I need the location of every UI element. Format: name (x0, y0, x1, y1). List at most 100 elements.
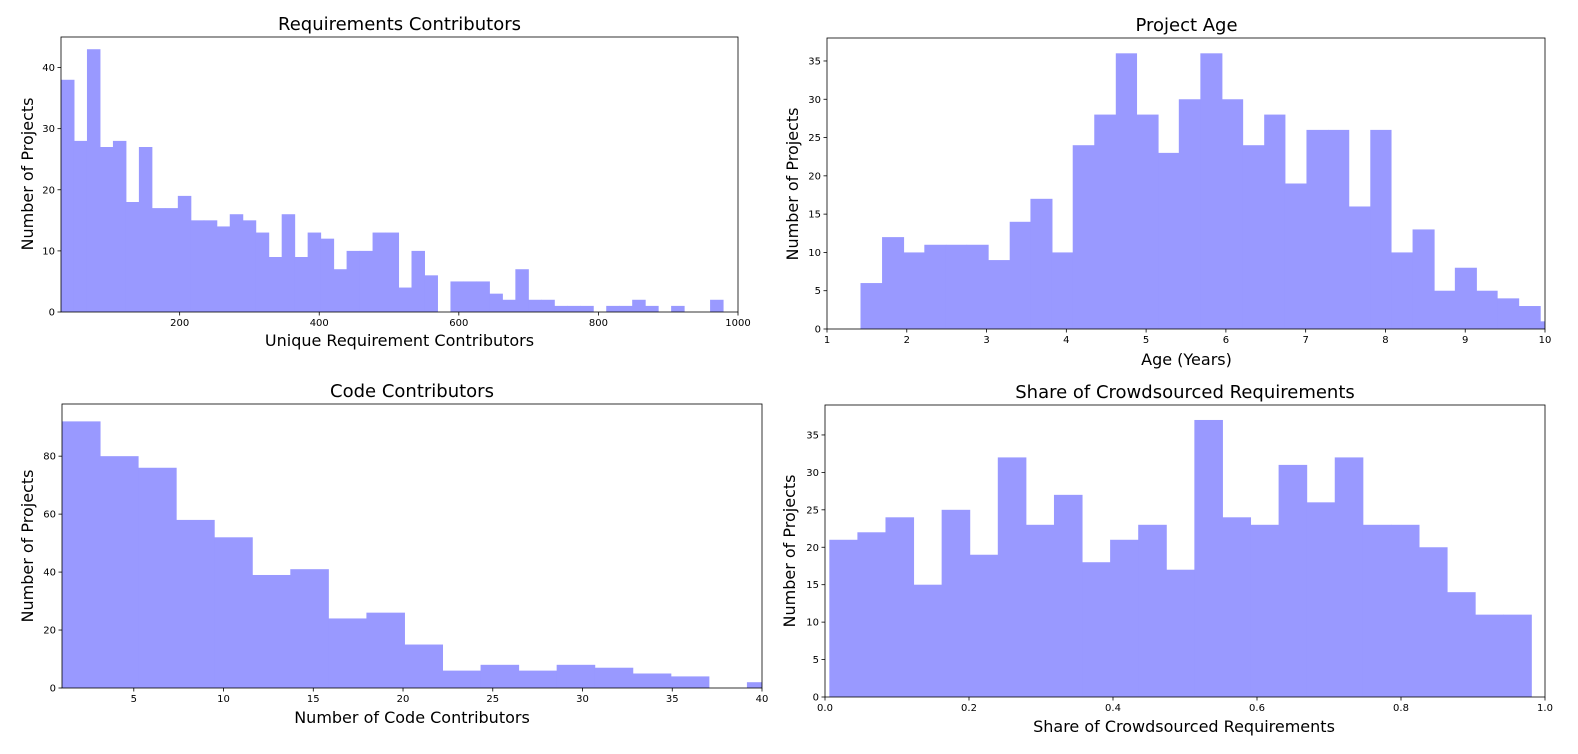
bars-group (829, 419, 1532, 697)
x-tick-label: 15 (307, 694, 320, 705)
x-axis-label: Unique Requirement Contributors (265, 331, 534, 350)
x-axis-label: Number of Code Contributors (294, 708, 530, 727)
x-tick-label: 1 (824, 335, 830, 346)
histogram-bar (290, 569, 329, 688)
histogram-bar (1447, 592, 1476, 697)
histogram-bar (1334, 457, 1364, 697)
x-axis-label: Age (Years) (1141, 350, 1232, 369)
x-tick-label: 1.0 (1537, 703, 1553, 714)
histogram-bar (567, 305, 581, 312)
histogram-bar (100, 456, 139, 688)
histogram-bar (829, 539, 858, 697)
histogram-bar (1242, 145, 1265, 329)
x-tick-label: 9 (1462, 335, 1468, 346)
histogram-bar (424, 275, 438, 312)
histogram-bar (411, 250, 425, 312)
chart-share-crowdsourced: Share of Crowdsourced Requirements Share… (780, 372, 1578, 754)
histogram-bar (307, 232, 322, 312)
histogram-bar (645, 305, 659, 312)
x-tick-label: 20 (397, 694, 410, 705)
x-tick-label: 0.8 (1393, 703, 1409, 714)
histogram-bar (476, 281, 490, 312)
histogram-bar (632, 673, 672, 688)
histogram-bar (112, 140, 127, 312)
histogram-bar (997, 457, 1027, 697)
x-tick-label: 2 (904, 335, 910, 346)
histogram-bar (1053, 494, 1083, 697)
y-tick-label: 20 (806, 543, 819, 554)
histogram-bar (1503, 614, 1532, 697)
histogram-bar (556, 664, 596, 688)
histogram-bar (1278, 464, 1308, 697)
histogram-bar (214, 537, 253, 688)
x-tick-label: 40 (756, 694, 769, 705)
histogram-bar (1391, 252, 1414, 329)
histogram-bar (1072, 145, 1095, 329)
histogram-bar (1025, 524, 1055, 697)
x-tick-label: 3 (983, 335, 989, 346)
histogram-bar (1370, 129, 1392, 329)
bars-group (860, 53, 1545, 329)
histogram-bar (320, 238, 335, 312)
bars-group (61, 49, 724, 312)
histogram-bar (176, 519, 215, 688)
histogram-bar (229, 214, 244, 312)
histogram-bar (1419, 547, 1448, 697)
histogram-bar (489, 293, 503, 312)
chart-svg: Requirements Contributors Unique Require… (18, 14, 751, 350)
y-axis-label: Number of Projects (18, 98, 37, 251)
histogram-bar (62, 421, 101, 688)
histogram-bar (1348, 206, 1371, 329)
histogram-bar (1497, 298, 1520, 329)
histogram-bar (1475, 614, 1504, 697)
histogram-bar (203, 220, 218, 312)
histogram-bar (969, 554, 999, 697)
histogram-bar (328, 618, 367, 688)
histogram-bar (151, 208, 166, 312)
histogram-bar (1390, 524, 1420, 697)
histogram-bar (164, 208, 179, 312)
histogram-bar (1030, 198, 1053, 329)
chart-title: Requirements Contributors (278, 14, 521, 35)
histogram-bar (99, 147, 114, 312)
x-axis-label: Share of Crowdsourced Requirements (1033, 717, 1335, 736)
histogram-bar (359, 250, 374, 312)
x-tick-label: 1000 (725, 318, 750, 329)
histogram-bar (1264, 114, 1286, 329)
histogram-bar (1284, 183, 1307, 329)
histogram-bar (882, 237, 905, 329)
histogram-bar (61, 79, 75, 312)
chart-svg: Project Age Age (Years) Number of Projec… (783, 15, 1551, 369)
histogram-bar (1009, 221, 1031, 329)
plot-frame (61, 403, 763, 689)
histogram-bar (346, 250, 361, 312)
histogram-bar (1051, 252, 1074, 329)
chart-title: Project Age (1135, 15, 1237, 36)
histogram-bar (1306, 502, 1336, 697)
x-tick-label: 6 (1223, 335, 1229, 346)
x-tick-label: 7 (1302, 335, 1308, 346)
histogram-bar (333, 269, 348, 312)
histogram-bar (632, 299, 646, 312)
histogram-bar (404, 644, 444, 688)
histogram-bar (1434, 290, 1456, 329)
histogram-bar (1166, 569, 1195, 697)
y-tick-label: 25 (808, 133, 821, 144)
histogram-bar (515, 269, 529, 312)
y-tick-label: 10 (806, 618, 819, 629)
bars-group (62, 421, 762, 688)
histogram-bar (1476, 290, 1498, 329)
y-tick-label: 35 (806, 430, 819, 441)
histogram-bar (190, 220, 205, 312)
x-tick-label: 0.6 (1249, 703, 1265, 714)
histogram-bar (242, 220, 257, 312)
histogram-bar (941, 509, 971, 697)
y-tick-label: 5 (813, 655, 819, 666)
histogram-bar (255, 232, 270, 312)
histogram-bar (518, 670, 558, 688)
histogram-bar (1136, 114, 1159, 329)
histogram-bar (885, 517, 915, 697)
histogram-bar (746, 682, 762, 688)
x-tick-label: 30 (576, 694, 589, 705)
histogram-bar (1540, 321, 1545, 329)
